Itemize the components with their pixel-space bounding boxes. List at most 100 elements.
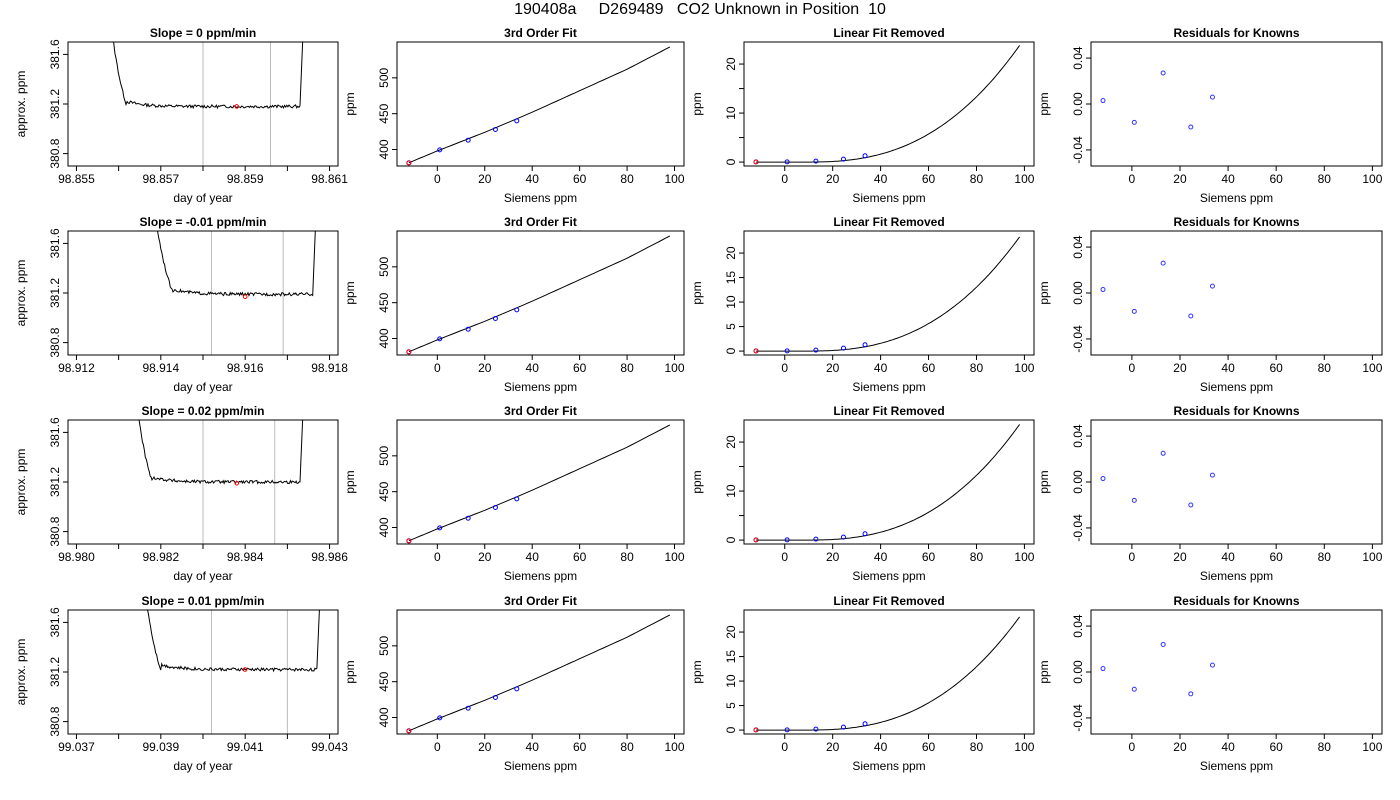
residual-point (1160, 260, 1166, 266)
panel-fit-r4: 3rd Order Fit 0 20 40 60 80 100 400 450 500 Siemen… (343, 594, 685, 773)
residual-point (1131, 119, 1137, 125)
y-axis-label: ppm (343, 281, 357, 304)
y-tick-label: -0.04 (1071, 514, 1085, 542)
x-tick-label: 0 (434, 361, 441, 375)
panel-title: Linear Fit Removed (833, 26, 944, 40)
x-axis-label: Siemens ppm (852, 191, 925, 205)
y-tick-label: 381.2 (48, 278, 62, 308)
x-tick-label: 100 (1362, 550, 1382, 564)
x-tick-label: 100 (664, 740, 684, 754)
x-tick-label: 80 (620, 550, 634, 564)
plot-frame (1090, 419, 1383, 545)
x-tick-label: 0 (1129, 550, 1136, 564)
y-tick-label: 0.04 (1071, 235, 1085, 259)
y-axis-label: ppm (690, 281, 704, 304)
x-tick-label: 80 (620, 361, 634, 375)
plot-frame (67, 419, 339, 545)
residual-point (1100, 287, 1106, 293)
known-point (492, 694, 498, 700)
y-tick-label: 0.04 (1071, 424, 1085, 448)
plot-area (753, 45, 1021, 165)
x-tick-label: 20 (1173, 172, 1187, 186)
residual-point (1131, 497, 1137, 503)
y-axis-label: ppm (343, 92, 357, 115)
known-point (465, 705, 471, 711)
residual-point (1100, 666, 1106, 672)
panel-title: Residuals for Knowns (1173, 594, 1299, 608)
y-tick-label: 500 (377, 68, 391, 88)
unknown-point (753, 159, 759, 165)
plot-area (1100, 641, 1215, 697)
y-tick-label: 0.04 (1071, 46, 1085, 70)
y-tick-label: 0 (724, 726, 738, 733)
y-tick-label: 0.00 (1071, 470, 1085, 494)
x-tick-label: 80 (1318, 740, 1332, 754)
plot-area (147, 610, 320, 734)
x-tick-label: 98.918 (311, 361, 348, 375)
x-tick-label: 40 (526, 740, 540, 754)
plot-frame (743, 419, 1035, 545)
fit-curve (408, 235, 671, 353)
x-tick-label: 20 (478, 172, 492, 186)
x-tick-label: 100 (664, 172, 684, 186)
x-tick-label: 60 (1270, 361, 1284, 375)
x-tick-label: 20 (1173, 740, 1187, 754)
y-tick-label: 0.00 (1071, 660, 1085, 684)
known-point (437, 147, 443, 153)
y-tick-label: 381.2 (48, 467, 62, 497)
panel-title: Linear Fit Removed (833, 404, 944, 418)
y-tick-label: 380.8 (48, 706, 62, 736)
known-point (784, 159, 790, 165)
panel-title: 3rd Order Fit (504, 26, 577, 40)
x-tick-label: 98.980 (58, 550, 95, 564)
unknown-point (406, 160, 412, 166)
x-tick-label: 80 (970, 550, 984, 564)
x-tick-label: 0 (781, 172, 788, 186)
plot-area (406, 614, 671, 734)
y-tick-label: 0.00 (1071, 92, 1085, 116)
residual-point (1131, 686, 1137, 692)
y-tick-label: 5 (724, 702, 738, 709)
y-tick-label: 381.2 (48, 89, 62, 119)
plot-area (753, 616, 1020, 733)
y-tick-label: 381.6 (48, 39, 62, 69)
y-tick-label: 381.6 (48, 228, 62, 258)
residual-curve (756, 616, 1020, 731)
y-tick-label: 450 (377, 103, 391, 123)
x-tick-label: 20 (478, 550, 492, 564)
panel-time-r2: Slope = -0.01 ppm/min 98.912 98.914 98.916 9… (14, 215, 348, 394)
x-tick-label: 20 (826, 550, 840, 564)
y-tick-label: 20 (724, 625, 738, 639)
unknown-point (406, 349, 412, 355)
y-tick-label: 380.8 (48, 327, 62, 357)
x-tick-label: 100 (1014, 361, 1034, 375)
x-tick-label: 40 (526, 550, 540, 564)
panel-title: 3rd Order Fit (504, 594, 577, 608)
panel-resid-r3: Residuals for Knowns 0 20 40 60 80 100 -0.04 0.0… (1037, 404, 1383, 583)
known-point (813, 347, 819, 353)
x-axis-label: day of year (173, 569, 232, 583)
x-tick-label: 0 (781, 361, 788, 375)
x-tick-label: 0 (434, 172, 441, 186)
y-tick-label: 450 (377, 481, 391, 501)
plot-area (753, 236, 1021, 354)
x-tick-label: 100 (1014, 172, 1034, 186)
x-tick-label: 0 (781, 550, 788, 564)
panel-resid-r2: Residuals for Knowns 0 20 40 60 80 100 -0.04 0.0… (1037, 215, 1383, 394)
y-tick-label: 0 (724, 158, 738, 165)
y-tick-label: 10 (724, 484, 738, 498)
residual-point (1160, 70, 1166, 76)
known-point (862, 153, 868, 159)
plot-area (113, 42, 304, 166)
x-axis-label: day of year (173, 191, 232, 205)
y-tick-label: 450 (377, 292, 391, 312)
panel-time-r3: Slope = 0.02 ppm/min 98.980 98.982 98.984 98… (14, 404, 348, 583)
x-axis-label: Siemens ppm (1200, 759, 1273, 773)
x-tick-label: 98.855 (58, 172, 95, 186)
residual-point (1100, 476, 1106, 482)
x-tick-label: 60 (922, 550, 936, 564)
x-tick-label: 40 (874, 550, 888, 564)
residual-point (1188, 124, 1194, 130)
x-tick-label: 100 (664, 550, 684, 564)
x-tick-label: 60 (922, 172, 936, 186)
